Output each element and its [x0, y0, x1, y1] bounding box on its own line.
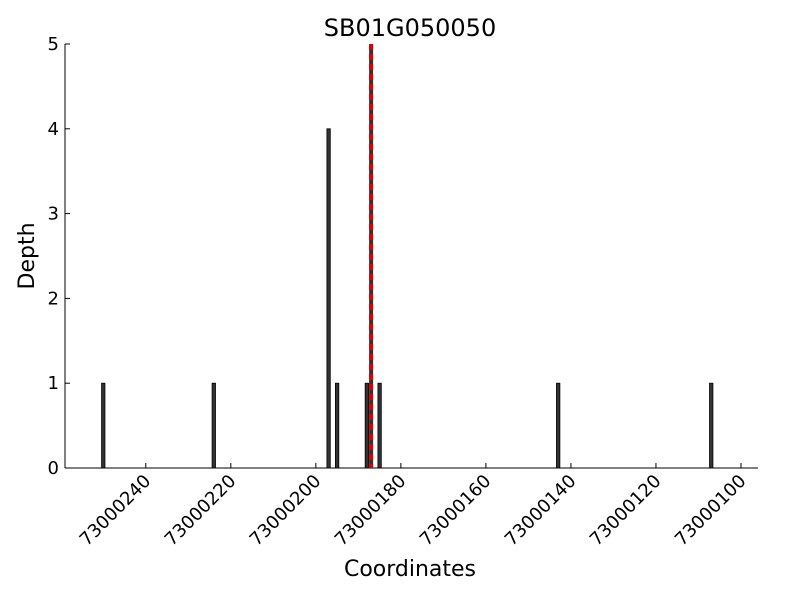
bar: [556, 382, 561, 469]
y-axis-label: Depth: [15, 222, 40, 289]
x-tick-label: 73000160: [416, 471, 496, 551]
x-tick-label: 73000140: [501, 471, 581, 551]
bar: [334, 382, 340, 469]
x-tick-label: 73000100: [671, 471, 751, 551]
y-tick-label: 3: [48, 204, 59, 225]
bar: [364, 382, 369, 469]
x-tick-label: 73000200: [246, 471, 326, 551]
x-tick-label: 73000240: [76, 471, 156, 551]
bar: [211, 382, 216, 469]
bar: [326, 128, 331, 469]
x-tick-label: 73000180: [331, 471, 411, 551]
y-tick-label: 4: [48, 119, 59, 140]
chart-title: SB01G050050: [324, 14, 496, 42]
bar: [377, 382, 382, 469]
bar: [101, 382, 106, 469]
y-tick-label: 0: [48, 458, 59, 479]
y-tick-label: 5: [48, 34, 59, 55]
x-tick-label: 73000220: [161, 471, 241, 551]
x-axis-label: Coordinates: [344, 557, 476, 582]
bar: [709, 382, 714, 469]
y-tick-label: 2: [48, 288, 59, 309]
x-tick-label: 73000120: [586, 471, 666, 551]
y-tick-label: 1: [48, 373, 59, 394]
